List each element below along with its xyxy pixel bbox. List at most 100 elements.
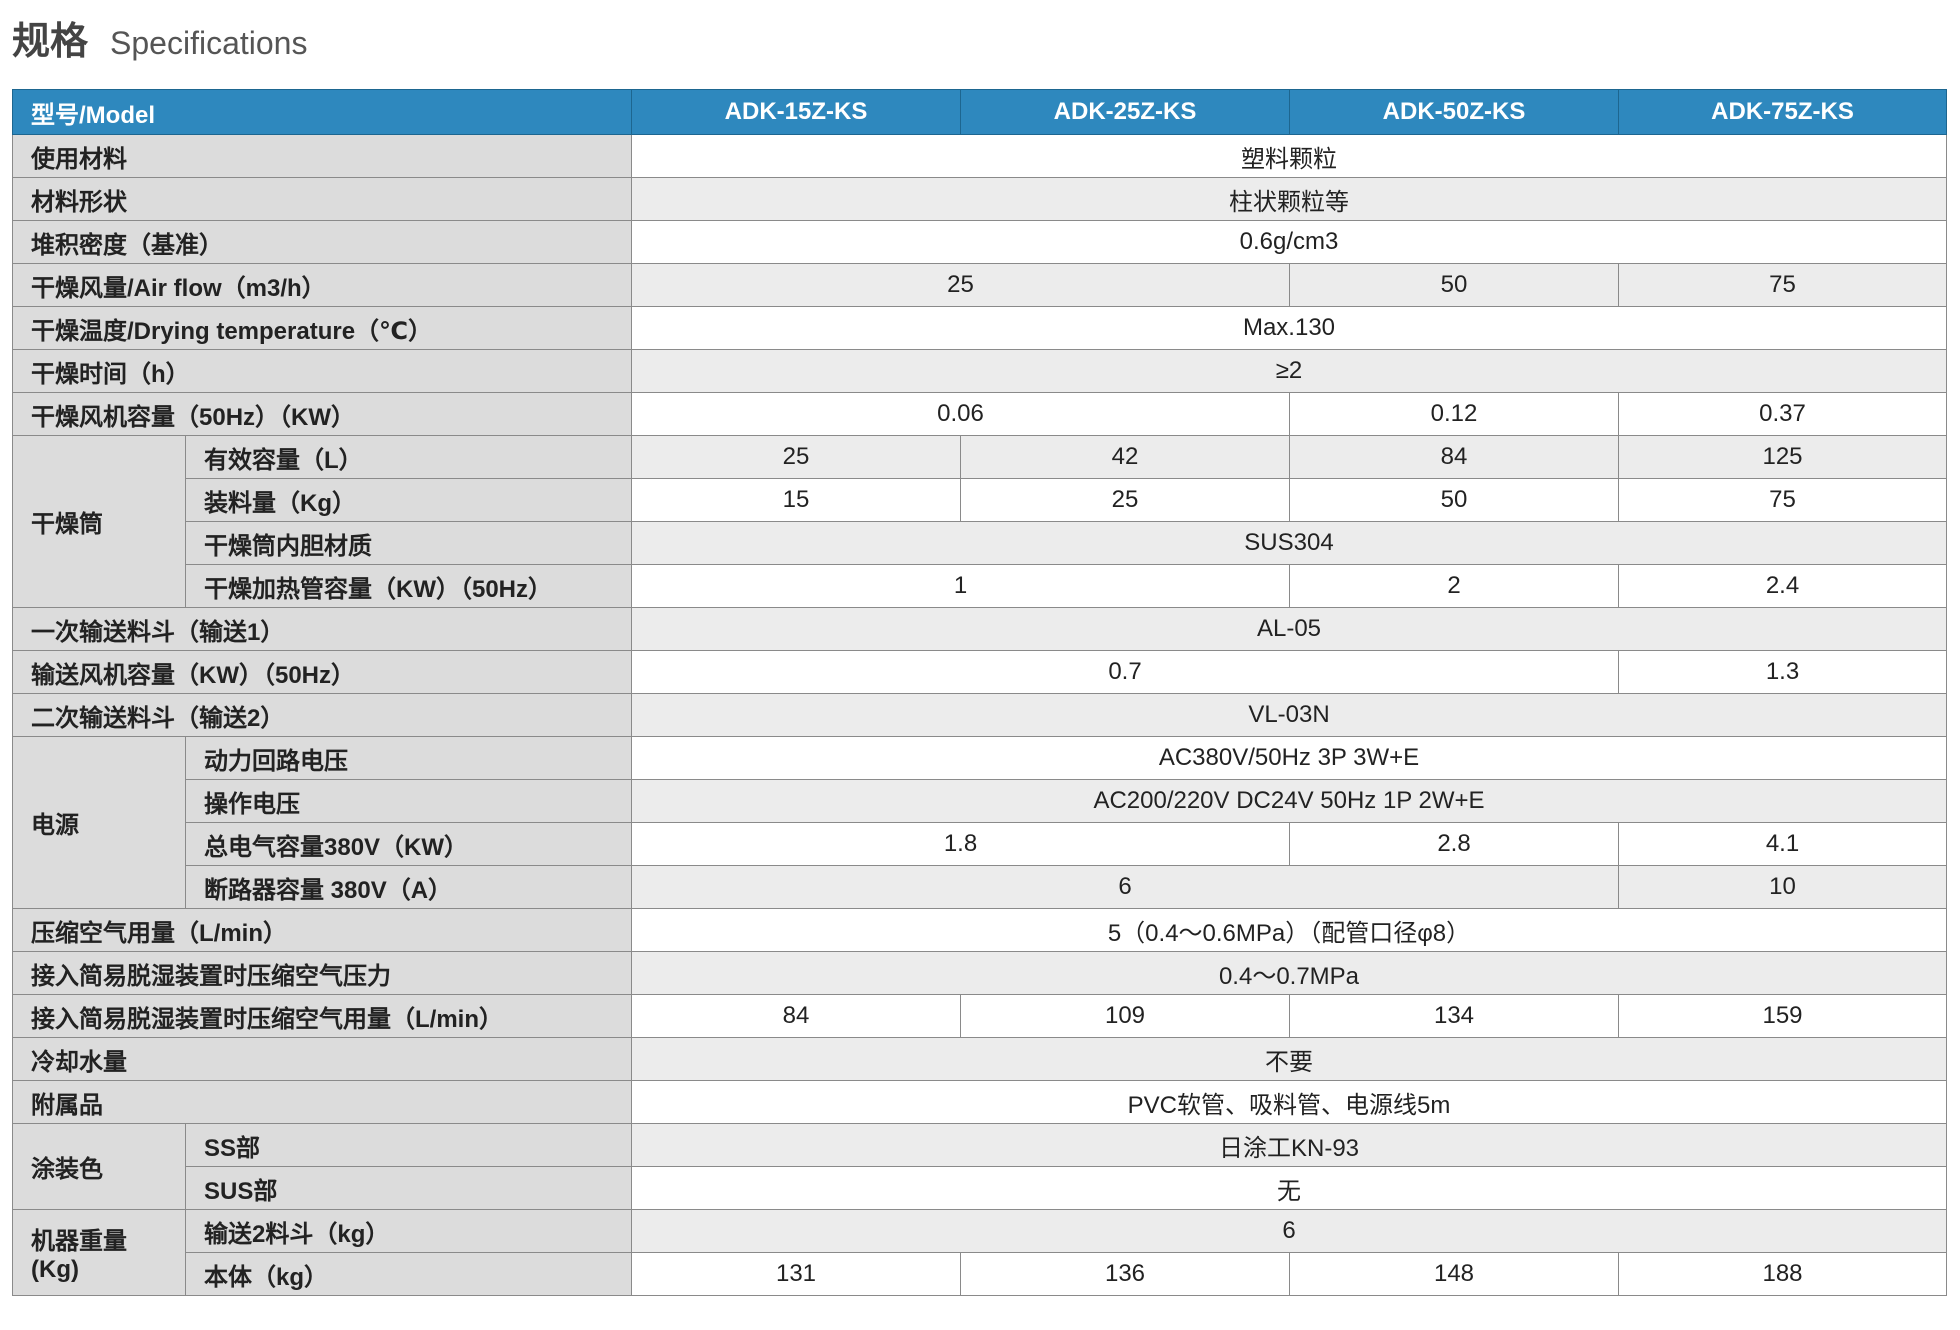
row-label: 干燥加热管容量（KW）（50Hz） <box>185 564 632 608</box>
cell-value: 25 <box>631 263 1290 307</box>
row-label: 干燥时间（h） <box>12 349 632 393</box>
cell-value: 0.37 <box>1618 392 1947 436</box>
spec-table: 型号/Model ADK-15Z-KS ADK-25Z-KS ADK-50Z-KS AD… <box>12 89 1947 1296</box>
cell-value: 0.7 <box>631 650 1619 694</box>
cell-value: 148 <box>1289 1252 1619 1296</box>
table-row: 干燥温度/Drying temperature（℃） Max.130 <box>12 306 1947 350</box>
header-row: 型号/Model ADK-15Z-KS ADK-25Z-KS ADK-50Z-KS AD… <box>12 89 1947 135</box>
table-row: 堆积密度（基准） 0.6g/cm3 <box>12 220 1947 264</box>
table-row: 干燥筒内胆材质 SUS304 <box>13 521 1947 565</box>
title-en: Specifications <box>110 25 308 61</box>
table-row: 干燥风机容量（50Hz）（KW） 0.06 0.12 0.37 <box>12 392 1947 436</box>
cell-value: 无 <box>631 1166 1947 1210</box>
row-label: 干燥筒内胆材质 <box>185 521 632 565</box>
cell-value: 0.06 <box>631 392 1290 436</box>
cell-value: 134 <box>1289 994 1619 1038</box>
header-model: ADK-50Z-KS <box>1289 89 1619 135</box>
table-row: SUS部无 <box>13 1166 1947 1210</box>
row-label: 材料形状 <box>12 177 632 221</box>
cell-value: AC380V/50Hz 3P 3W+E <box>631 736 1947 780</box>
table-row: 干燥时间（h） ≥2 <box>12 349 1947 393</box>
cell-value: ≥2 <box>631 349 1947 393</box>
row-label: 一次输送料斗（输送1） <box>12 607 632 651</box>
table-row: 干燥筒 有效容量（L） 25 42 84 125 <box>12 435 1947 608</box>
row-label: 有效容量（L） <box>185 435 632 479</box>
cell-value: 0.12 <box>1289 392 1619 436</box>
header-model-label: 型号/Model <box>12 89 632 135</box>
header-model: ADK-75Z-KS <box>1618 89 1947 135</box>
row-label: 本体（kg） <box>185 1252 632 1296</box>
table-row: 涂装色 SS部 日涂工KN-93 <box>12 1123 1947 1210</box>
row-label: 接入简易脱湿装置时压缩空气用量（L/min） <box>12 994 632 1038</box>
row-label: 输送风机容量（KW）（50Hz） <box>12 650 632 694</box>
table-row: 本体（kg） 131 136 148 188 <box>13 1252 1947 1296</box>
cell-value: 4.1 <box>1618 822 1947 866</box>
cell-value: 75 <box>1618 263 1947 307</box>
cell-value: PVC软管、吸料管、电源线5m <box>631 1080 1947 1124</box>
table-row: 干燥加热管容量（KW）（50Hz） 1 2 2.4 <box>13 564 1947 608</box>
cell-value: 柱状颗粒等 <box>631 177 1947 221</box>
group-label: 干燥筒 <box>12 435 186 608</box>
cell-value: 0.4～0.7MPa <box>631 951 1947 995</box>
group-label: 涂装色 <box>12 1123 186 1210</box>
cell-value: AL-05 <box>631 607 1947 651</box>
cell-value: 136 <box>960 1252 1290 1296</box>
row-label: 压缩空气用量（L/min） <box>12 908 632 952</box>
cell-value: 84 <box>631 994 961 1038</box>
row-label: 冷却水量 <box>12 1037 632 1081</box>
table-row: 压缩空气用量（L/min） 5（0.4～0.6MPa）（配管口径φ8） <box>12 908 1947 952</box>
cell-value: 不要 <box>631 1037 1947 1081</box>
cell-value: 25 <box>631 435 961 479</box>
title-cn: 规格 <box>12 21 89 63</box>
cell-value: 6 <box>631 865 1619 909</box>
header-model: ADK-15Z-KS <box>631 89 961 135</box>
row-label: 接入简易脱湿装置时压缩空气压力 <box>12 951 632 995</box>
cell-value: 75 <box>1618 478 1947 522</box>
table-row: 装料量（Kg） 15 25 50 75 <box>13 478 1947 522</box>
row-label: 干燥风量/Air flow（m3/h） <box>12 263 632 307</box>
row-label: 干燥风机容量（50Hz）（KW） <box>12 392 632 436</box>
table-row: 冷却水量 不要 <box>12 1037 1947 1081</box>
header-model: ADK-25Z-KS <box>960 89 1290 135</box>
cell-value: 塑料颗粒 <box>631 134 1947 178</box>
cell-value: 131 <box>631 1252 961 1296</box>
table-row: 接入简易脱湿装置时压缩空气压力 0.4～0.7MPa <box>12 951 1947 995</box>
table-row: 一次输送料斗（输送1） AL-05 <box>12 607 1947 651</box>
table-row: 机器重量 (Kg) 输送2料斗（kg） 6 <box>12 1209 1947 1296</box>
row-label: 附属品 <box>12 1080 632 1124</box>
table-row: 材料形状 柱状颗粒等 <box>12 177 1947 221</box>
row-label: SS部 <box>185 1123 632 1167</box>
cell-value: 1 <box>631 564 1290 608</box>
cell-value: 188 <box>1618 1252 1947 1296</box>
row-label: SUS部 <box>185 1166 632 1210</box>
table-row: 总电气容量380V（KW） 1.8 2.8 4.1 <box>13 822 1947 866</box>
cell-value: 2.4 <box>1618 564 1947 608</box>
row-label: 使用材料 <box>12 134 632 178</box>
table-row: 接入简易脱湿装置时压缩空气用量（L/min） 84 109 134 159 <box>12 994 1947 1038</box>
row-label: 堆积密度（基准） <box>12 220 632 264</box>
table-row: 断路器容量 380V（A） 6 10 <box>13 865 1947 909</box>
cell-value: 2 <box>1289 564 1619 608</box>
cell-value: Max.130 <box>631 306 1947 350</box>
cell-value: 15 <box>631 478 961 522</box>
cell-value: 109 <box>960 994 1290 1038</box>
cell-value: VL-03N <box>631 693 1947 737</box>
cell-value: 6 <box>631 1209 1947 1253</box>
table-row: 输送风机容量（KW）（50Hz） 0.7 1.3 <box>12 650 1947 694</box>
row-label: 输送2料斗（kg） <box>185 1209 632 1253</box>
row-label: 装料量（Kg） <box>185 478 632 522</box>
cell-value: 125 <box>1618 435 1947 479</box>
group-label: 机器重量 (Kg) <box>12 1209 186 1296</box>
cell-value: 1.3 <box>1618 650 1947 694</box>
cell-value: SUS304 <box>631 521 1947 565</box>
row-label: 断路器容量 380V（A） <box>185 865 632 909</box>
group-label: 电源 <box>12 736 186 909</box>
cell-value: 84 <box>1289 435 1619 479</box>
row-label: 操作电压 <box>185 779 632 823</box>
cell-value: 50 <box>1289 478 1619 522</box>
cell-value: 5（0.4～0.6MPa）（配管口径φ8） <box>631 908 1947 952</box>
cell-value: 50 <box>1289 263 1619 307</box>
cell-value: 42 <box>960 435 1290 479</box>
cell-value: 159 <box>1618 994 1947 1038</box>
